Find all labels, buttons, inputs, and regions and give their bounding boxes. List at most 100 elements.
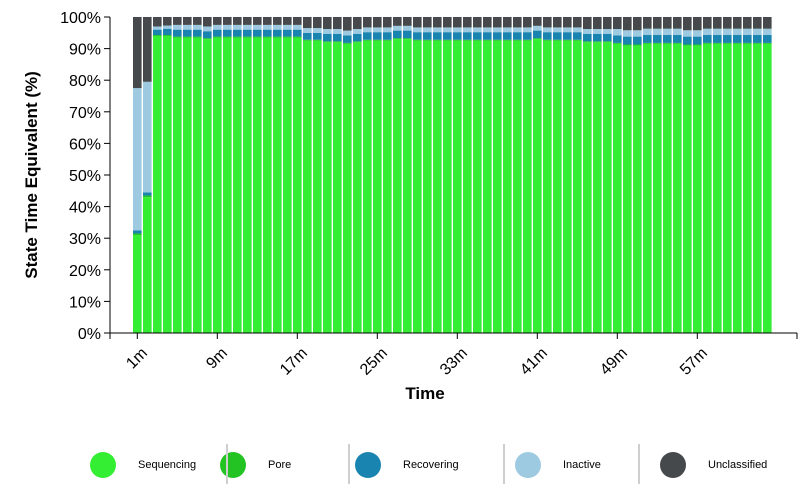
bar-segment-recovering	[433, 32, 442, 40]
bar-segment-pore	[743, 42, 752, 44]
bar-segment-inactive	[473, 27, 482, 33]
bar-segment-recovering	[223, 29, 232, 37]
bar-segment-recovering	[583, 33, 592, 42]
bar-segment-sequencing	[153, 35, 162, 334]
bar-segment-sequencing	[713, 43, 722, 334]
legend-swatch	[90, 452, 116, 478]
bar-segment-inactive	[353, 29, 362, 34]
bar-segment-unclassified	[213, 17, 222, 25]
bar-segment-recovering	[693, 36, 702, 45]
bar-segment-recovering	[163, 28, 172, 36]
legend-item-pore: Pore	[220, 440, 291, 490]
bar-segment-recovering	[143, 192, 152, 196]
bar-segment-recovering	[453, 32, 462, 40]
bar-segment-recovering	[493, 32, 502, 40]
bar-segment-recovering	[463, 32, 472, 40]
bar-segment-unclassified	[243, 17, 252, 25]
bar-segment-inactive	[513, 27, 522, 33]
bar-segment-recovering	[293, 29, 302, 37]
bar-segment-sequencing	[293, 37, 302, 333]
legend-swatch	[660, 452, 686, 478]
y-tick-label: 50%	[69, 168, 101, 185]
bar-segment-recovering	[603, 33, 612, 42]
bar-segment-inactive	[393, 25, 402, 31]
bar-segment-pore	[343, 42, 352, 44]
bar-segment-sequencing	[183, 37, 192, 333]
bar-segment-recovering	[273, 29, 282, 37]
legend-label: Inactive	[563, 459, 601, 471]
bar-segment-recovering	[383, 32, 392, 40]
bar-segment-inactive	[323, 29, 332, 34]
bar-segment-sequencing	[243, 37, 252, 333]
y-tick-label: 90%	[69, 42, 101, 59]
bar-segment-sequencing	[583, 42, 592, 333]
legend-label: Unclassified	[708, 459, 768, 471]
bar-segment-recovering	[333, 33, 342, 42]
bar-segment-unclassified	[723, 17, 732, 29]
bar-segment-recovering	[403, 30, 412, 39]
bar-segment-recovering	[473, 32, 482, 40]
legend-label: Recovering	[403, 459, 459, 471]
bar-segment-inactive	[163, 25, 172, 29]
bar-segment-recovering	[683, 36, 692, 45]
bar-segment-inactive	[213, 24, 222, 30]
bar-segment-recovering	[623, 36, 632, 45]
bar-segment-sequencing	[133, 235, 142, 333]
bar-segment-pore	[613, 42, 622, 44]
y-tick-label: 20%	[69, 263, 101, 280]
bar-segment-sequencing	[473, 40, 482, 333]
bar-segment-unclassified	[553, 17, 562, 28]
bars-layer	[133, 17, 772, 334]
bar-segment-inactive	[733, 28, 742, 36]
bar-segment-sequencing	[193, 37, 202, 333]
bar-segment-sequencing	[493, 40, 502, 333]
bar-segment-recovering	[243, 29, 252, 37]
bar-segment-unclassified	[433, 17, 442, 28]
x-tick-label: 25m	[357, 345, 391, 379]
bar-segment-sequencing	[283, 37, 292, 333]
bar-segment-inactive	[643, 28, 652, 36]
bar-segment-pore	[193, 36, 202, 38]
bar-segment-sequencing	[483, 40, 492, 333]
bar-segment-pore	[413, 39, 422, 41]
bar-segment-pore	[683, 44, 692, 46]
bar-segment-sequencing	[173, 37, 182, 333]
bar-segment-recovering	[733, 35, 742, 43]
bar-segment-recovering	[203, 31, 212, 39]
bar-segment-pore	[133, 233, 142, 236]
bar-segment-pore	[693, 44, 702, 46]
bar-segment-sequencing	[743, 43, 752, 334]
bar-segment-pore	[583, 41, 592, 43]
bar-segment-unclassified	[733, 17, 742, 29]
bar-segment-inactive	[343, 30, 352, 36]
bar-segment-unclassified	[153, 17, 162, 27]
bar-segment-pore	[723, 42, 732, 44]
bar-segment-unclassified	[353, 17, 362, 30]
bar-segment-recovering	[653, 35, 662, 43]
bar-segment-unclassified	[283, 17, 292, 25]
bar-segment-inactive	[263, 24, 272, 30]
bar-segment-inactive	[573, 27, 582, 33]
bar-segment-sequencing	[163, 35, 172, 334]
bar-segment-sequencing	[553, 40, 562, 333]
bar-segment-sequencing	[363, 40, 372, 333]
bar-segment-recovering	[263, 29, 272, 37]
bar-segment-pore	[203, 38, 212, 40]
bar-segment-recovering	[153, 29, 162, 36]
bar-segment-recovering	[513, 32, 522, 40]
bar-segment-pore	[333, 41, 342, 43]
bar-segment-sequencing	[543, 40, 552, 333]
bar-segment-unclassified	[473, 17, 482, 28]
bar-segment-pore	[503, 39, 512, 41]
bar-segment-sequencing	[143, 197, 152, 333]
bar-segment-pore	[293, 36, 302, 38]
bar-segment-inactive	[703, 28, 712, 36]
bar-segment-pore	[673, 42, 682, 44]
bar-segment-recovering	[763, 35, 772, 43]
bar-segment-pore	[363, 39, 372, 41]
bar-segment-inactive	[373, 27, 382, 33]
bar-segment-sequencing	[633, 45, 642, 333]
bar-segment-unclassified	[303, 17, 312, 29]
bar-segment-inactive	[763, 28, 772, 36]
bar-segment-recovering	[573, 32, 582, 40]
